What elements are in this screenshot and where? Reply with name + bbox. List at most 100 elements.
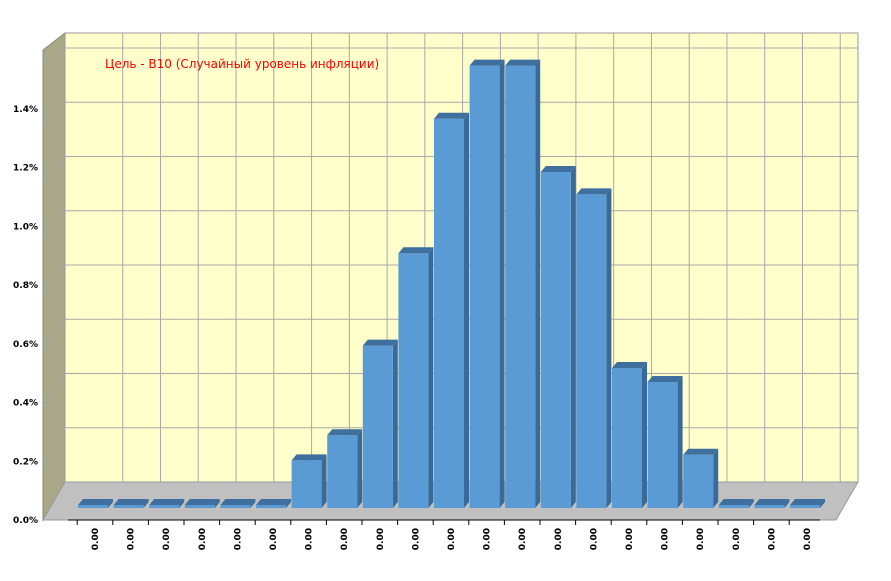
bar xyxy=(184,505,215,508)
bar-side xyxy=(499,59,505,508)
bar-top xyxy=(362,339,398,346)
y-tick-label: 0.2% xyxy=(13,457,38,467)
bar xyxy=(540,172,571,508)
gridline-side xyxy=(42,318,66,350)
y-tick-label: 1.4% xyxy=(13,105,38,115)
x-tick-label: 0.00 xyxy=(269,528,279,550)
bar xyxy=(647,382,678,508)
gridline-side xyxy=(42,373,66,407)
y-axis-ticks: 0.0% 0.2% 0.4% 0.6% 0.8% 1.0% 1.2% 1.4% xyxy=(13,105,38,526)
x-tick-label: 0.00 xyxy=(589,528,599,550)
bar-top xyxy=(469,59,505,66)
bar xyxy=(576,194,607,508)
bar xyxy=(78,505,108,508)
x-tick-label: 0.00 xyxy=(732,528,742,550)
chart-title: Цель - B10 (Случайный уровень инфляции) xyxy=(105,57,379,71)
side-wall xyxy=(42,31,66,522)
bar-side xyxy=(677,376,683,508)
bar-side xyxy=(428,247,434,508)
bar-side xyxy=(179,499,185,508)
bar xyxy=(683,454,714,508)
gridline-side xyxy=(42,101,66,122)
bar-top xyxy=(327,429,363,436)
bar xyxy=(362,345,393,508)
bar-side xyxy=(535,59,541,508)
bar-top xyxy=(434,112,469,119)
bar-side xyxy=(286,499,291,508)
bar-top xyxy=(647,376,683,382)
bar-top xyxy=(718,499,754,505)
x-tick-label: 0.00 xyxy=(91,528,101,550)
gridline-side xyxy=(42,210,66,236)
x-tick-label: 0.00 xyxy=(198,528,208,550)
x-tick-label: 0.00 xyxy=(376,528,386,550)
x-tick-label: 0.00 xyxy=(625,528,635,550)
x-tick-label: 0.00 xyxy=(803,528,813,550)
bar-top xyxy=(149,499,185,505)
bar-side xyxy=(748,499,754,508)
bar xyxy=(718,505,749,508)
bar xyxy=(469,65,500,508)
bar xyxy=(790,505,820,508)
bar-top xyxy=(398,247,434,254)
gridline-side xyxy=(42,156,66,179)
x-tick-label: 0.00 xyxy=(233,528,243,550)
bar xyxy=(434,118,464,509)
x-tick-label: 0.00 xyxy=(305,528,315,550)
x-tick-label: 0.00 xyxy=(127,528,137,550)
bar-side xyxy=(321,454,327,508)
bar-top xyxy=(612,362,647,368)
bar-side xyxy=(464,112,469,509)
x-tick-label: 0.00 xyxy=(483,528,493,550)
bar-side xyxy=(820,499,825,508)
x-tick-label: 0.00 xyxy=(696,528,706,550)
bars xyxy=(78,59,825,509)
bar-side xyxy=(214,499,220,508)
bar xyxy=(612,368,642,508)
bar xyxy=(754,505,785,508)
bar-side xyxy=(143,499,149,508)
bar-top xyxy=(78,499,113,505)
bar-side xyxy=(108,499,113,508)
bar-top xyxy=(291,454,327,461)
bar-side xyxy=(357,429,363,508)
x-tick-label: 0.00 xyxy=(411,528,421,550)
x-tick-label: 0.00 xyxy=(661,528,671,550)
bar-top xyxy=(683,448,719,455)
bar xyxy=(256,505,286,508)
x-tick-label: 0.00 xyxy=(162,528,172,550)
bar xyxy=(149,505,180,508)
bar-top xyxy=(220,499,256,505)
y-tick-label: 0.8% xyxy=(13,281,38,291)
bar-top xyxy=(576,188,612,195)
y-tick-label: 0.0% xyxy=(13,516,38,526)
x-tick-label: 0.00 xyxy=(767,528,777,550)
bar-side xyxy=(606,188,612,508)
gridline-side xyxy=(42,427,66,464)
bar-top xyxy=(184,499,220,505)
bar-side xyxy=(642,362,647,508)
bar-side xyxy=(713,448,719,508)
bar xyxy=(398,253,429,508)
x-tick-label: 0.00 xyxy=(518,528,528,550)
bar-top xyxy=(505,59,541,66)
bar-top xyxy=(790,499,825,505)
x-tick-label: 0.00 xyxy=(447,528,457,550)
gridline-side xyxy=(42,264,66,293)
x-tick-label: 0.00 xyxy=(554,528,564,550)
bar-side xyxy=(250,499,256,508)
bar-side xyxy=(392,339,398,508)
bar-top xyxy=(113,499,149,505)
bar xyxy=(220,505,251,508)
y-tick-label: 1.2% xyxy=(13,164,38,174)
bar-side xyxy=(570,166,576,508)
gridline-side xyxy=(42,47,66,65)
y-tick-label: 0.4% xyxy=(13,399,38,409)
x-axis-ticks: 0.00 0.00 0.00 0.00 0.00 0.00 0.00 0.00 0.00 0.00… xyxy=(68,519,820,550)
y-tick-label: 0.6% xyxy=(13,340,38,350)
bar xyxy=(113,505,144,508)
bar xyxy=(327,435,358,508)
y-tick-label: 1.0% xyxy=(13,222,38,232)
